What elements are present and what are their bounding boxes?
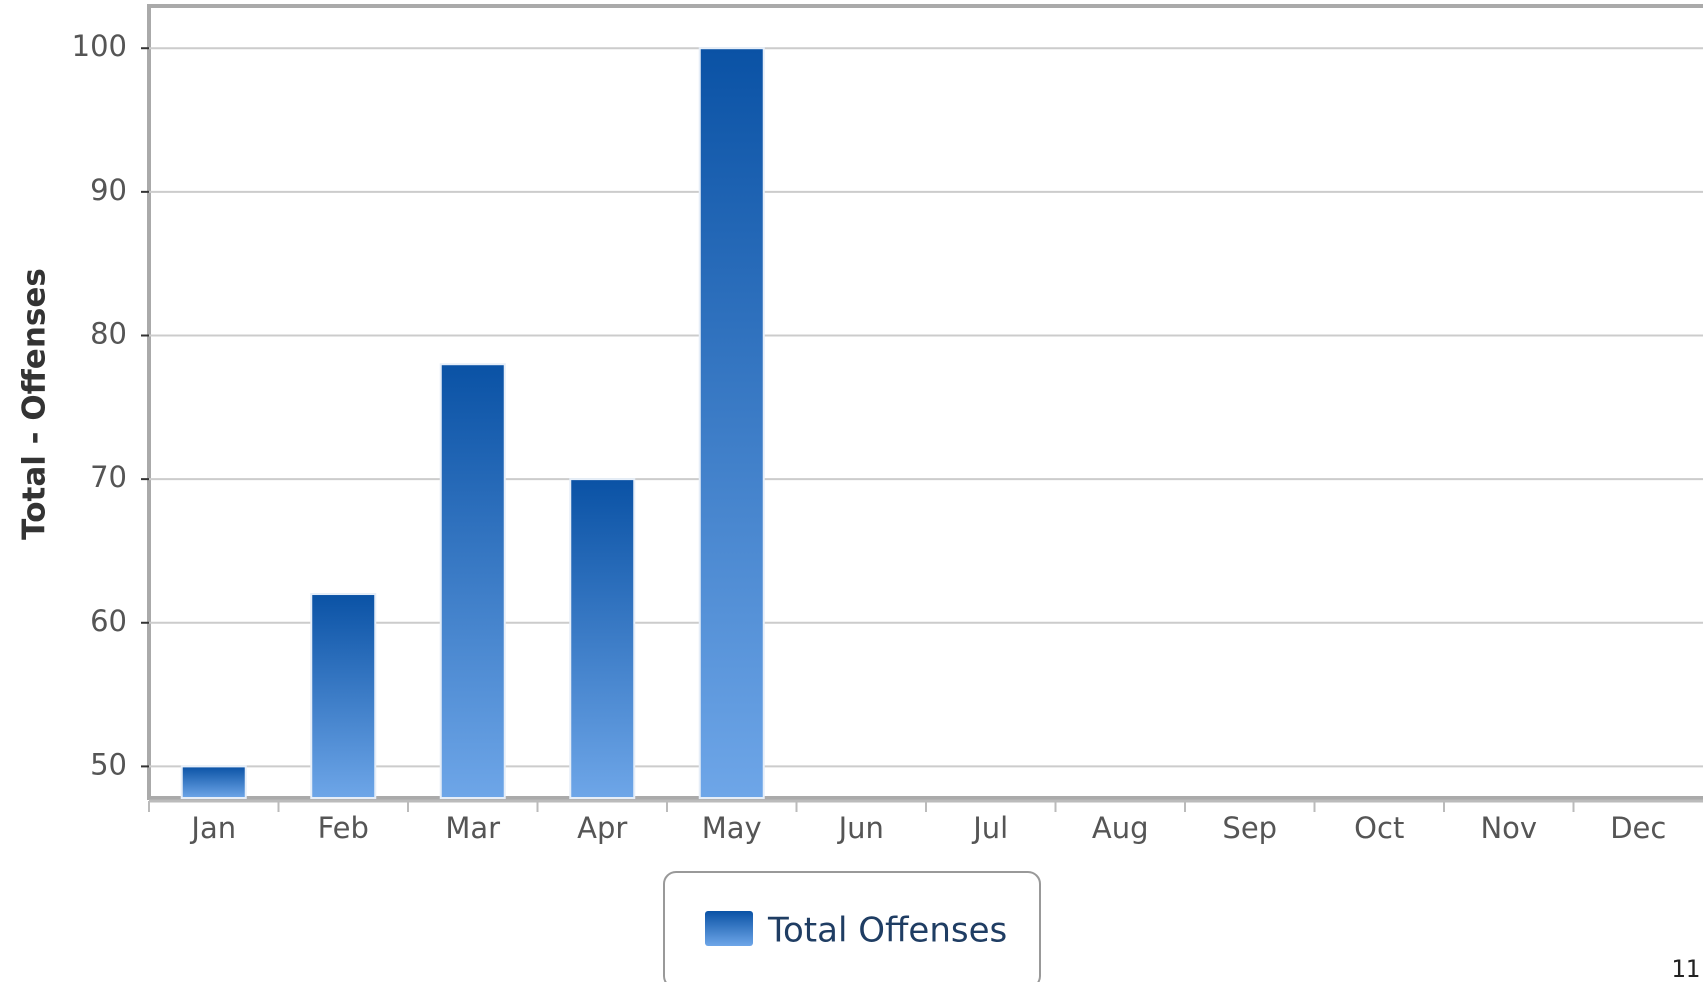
- x-tick-label: Jun: [837, 811, 884, 845]
- x-tick-label: Jan: [189, 811, 236, 845]
- x-tick-label: Apr: [577, 811, 627, 845]
- bar: [310, 593, 377, 800]
- bar: [569, 478, 636, 799]
- x-tick-label: Feb: [318, 811, 369, 845]
- y-axis-label: Total - Offenses: [17, 268, 53, 540]
- x-tick-label: Sep: [1222, 811, 1277, 845]
- y-tick-label: 70: [90, 460, 127, 494]
- legend-box: [663, 871, 1041, 982]
- x-tick-label: Jul: [971, 811, 1008, 845]
- bar: [698, 47, 765, 799]
- legend-label: Total Offenses: [767, 911, 1007, 951]
- plot-frame: [147, 4, 1703, 800]
- x-tick-label: May: [702, 811, 762, 845]
- x-tick-label: Aug: [1092, 811, 1149, 845]
- x-tick-label: Dec: [1610, 811, 1666, 845]
- y-tick-label: 80: [90, 316, 127, 350]
- bar: [439, 363, 506, 799]
- y-tick-label: 50: [90, 747, 127, 781]
- y-tick-label: 90: [90, 173, 127, 207]
- x-tick-label: Nov: [1480, 811, 1537, 845]
- page-number: 11: [1671, 955, 1700, 982]
- y-tick-label: 100: [72, 29, 127, 63]
- bar: [180, 765, 247, 800]
- x-tick-label: Oct: [1354, 811, 1404, 845]
- y-tick-label: 60: [90, 604, 127, 638]
- legend-swatch: [705, 911, 753, 946]
- x-tick-label: Mar: [445, 811, 500, 845]
